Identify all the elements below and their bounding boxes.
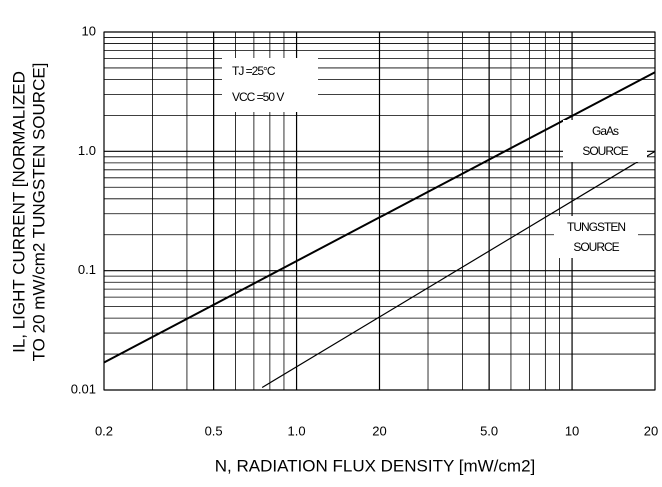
grid (103, 31, 656, 391)
label-bg (554, 216, 638, 258)
x-tick-label: 0.2 (95, 423, 113, 438)
y-tick-label: 1.0 (78, 143, 96, 158)
annotation-box (222, 58, 318, 112)
plot-frame (103, 31, 656, 391)
x-tick-label: 0.5 (205, 423, 223, 438)
x-tick-label: 20 (372, 423, 386, 438)
x-tick-label: 20 (644, 423, 658, 438)
y-axis-label: TO 20 mW/cm2 TUNGSTEN SOURCE] (29, 63, 48, 362)
label-bg (563, 120, 647, 162)
legend-label: TUNGSTEN SOURCE (567, 220, 625, 254)
y-tick-label: 0.1 (78, 262, 96, 277)
x-tick-label: 10 (565, 423, 579, 438)
y-axis-label: IL, LIGHT CURRENT [NORMALIZED (9, 71, 28, 353)
annotation: VCC =50 V (232, 90, 284, 104)
x-tick-label: 1.0 (288, 423, 306, 438)
x-tick-label: 5.0 (480, 423, 498, 438)
legend-label: GaAs SOURCE (582, 124, 628, 158)
y-tick-label: 10 (82, 23, 96, 38)
line (261, 150, 656, 388)
x-axis-label: N, RADIATION FLUX DENSITY [mW/cm2] (215, 456, 536, 475)
y-tick-label: 0.01 (71, 381, 96, 396)
annotation: TJ =25°C (232, 64, 276, 78)
